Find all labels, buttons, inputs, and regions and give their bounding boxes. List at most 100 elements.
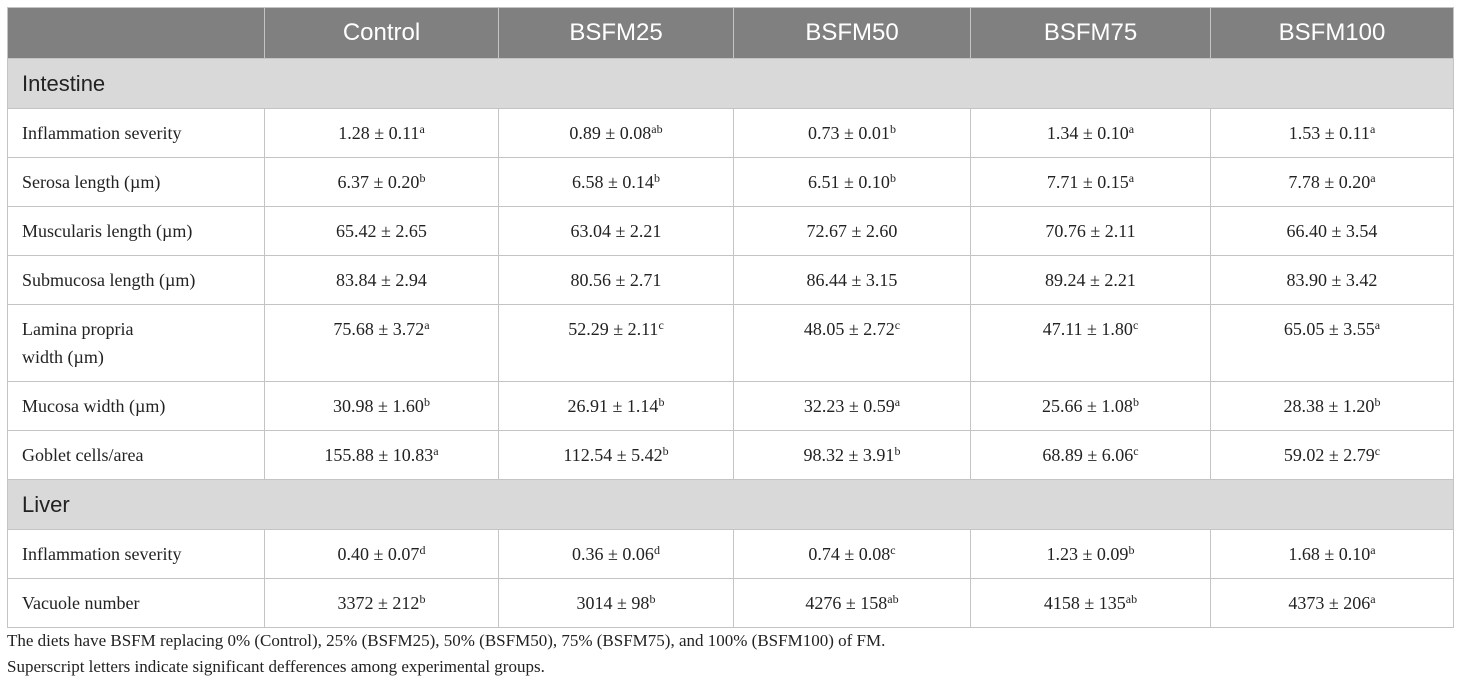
value-text: 63.04 ± 2.21 [570, 221, 662, 241]
value-text: 47.11 ± 1.80 [1042, 319, 1133, 339]
significance-letter: a [419, 122, 425, 136]
significance-letter: d [653, 543, 660, 557]
value-cell: 83.90 ± 3.42 [1210, 255, 1454, 305]
column-header: BSFM25 [498, 7, 734, 59]
value-text: 3014 ± 98 [576, 593, 650, 613]
row-label: Inflammation severity [7, 529, 265, 579]
significance-letter: a [424, 318, 430, 332]
significance-letter: b [894, 444, 901, 458]
data-row: Vacuole number 3372 ± 212b 3014 ± 98 b 4276 … [7, 578, 1454, 628]
value-cell: 1.53 ± 0.11a [1210, 108, 1454, 158]
row-label-line: Muscularis length (µm) [22, 221, 193, 241]
value-cell: 83.84 ± 2.94 [264, 255, 499, 305]
value-cell: 1.34 ± 0.10a [970, 108, 1211, 158]
value-text: 4373 ± 206 [1288, 593, 1371, 613]
value-text: 30.98 ± 1.60 [333, 396, 424, 416]
value-cell: 0.74 ± 0.08c [733, 529, 971, 579]
value-cell: 63.04 ± 2.21 [498, 206, 734, 256]
value-cell: 47.11 ± 1.80c [970, 304, 1211, 382]
row-label: Goblet cells/area [7, 430, 265, 480]
row-label-line: Vacuole number [22, 593, 140, 613]
value-text: 4158 ± 135 [1043, 593, 1126, 613]
section-row: Liver [7, 479, 1454, 530]
significance-letter: b [419, 592, 426, 606]
value-text: 26.91 ± 1.14 [567, 396, 659, 416]
corner-cell [7, 7, 265, 59]
value-cell: 32.23 ± 0.59a [733, 381, 971, 431]
value-text: 1.68 ± 0.10 [1288, 544, 1371, 564]
significance-letter: c [1374, 444, 1381, 458]
row-label: Mucosa width (µm) [7, 381, 265, 431]
table: Control BSFM25 BSFM50 BSFM75 BSFM100 Intesti… [7, 7, 1454, 628]
significance-letter: b [1132, 395, 1139, 409]
row-label-line: Goblet cells/area [22, 445, 144, 465]
value-text: 1.34 ± 0.10 [1046, 123, 1129, 143]
value-text: 155.88 ± 10.83 [324, 445, 434, 465]
value-text: 68.89 ± 6.06 [1042, 445, 1134, 465]
value-text: 48.05 ± 2.72 [803, 319, 895, 339]
value-text: 7.78 ± 0.20 [1288, 172, 1371, 192]
value-text: 6.58 ± 0.14 [572, 172, 654, 192]
value-text: 0.36 ± 0.06 [572, 544, 654, 564]
value-text: 89.24 ± 2.21 [1045, 270, 1136, 290]
value-cell: 0.89 ± 0.08ab [498, 108, 734, 158]
value-cell: 0.36 ± 0.06d [498, 529, 734, 579]
significance-letter: b [419, 171, 426, 185]
significance-letter: a [1128, 171, 1135, 185]
value-text: 32.23 ± 0.59 [803, 396, 895, 416]
significance-letter: b [653, 171, 660, 185]
value-text: 4276 ± 158 [805, 593, 888, 613]
footnote: The diets have BSFM replacing 0% (Contro… [7, 631, 886, 650]
value-text: 0.73 ± 0.01 [808, 123, 890, 143]
value-text: 65.42 ± 2.65 [336, 221, 427, 241]
section-row: Intestine [7, 58, 1454, 109]
row-label: Inflammation severity [7, 108, 265, 158]
value-cell: 4276 ± 158ab [733, 578, 971, 628]
value-text: 0.74 ± 0.08 [808, 544, 891, 564]
data-row: Serosa length (µm) 6.37 ± 0.20b 6.58 ± 0.1… [7, 157, 1454, 207]
row-label: Muscularis length (µm) [7, 206, 265, 256]
value-text: 1.28 ± 0.11 [338, 123, 420, 143]
value-cell: 68.89 ± 6.06c [970, 430, 1211, 480]
significance-letter: a [1369, 122, 1376, 136]
significance-letter: ab [651, 122, 663, 136]
column-header: BSFM75 [970, 7, 1211, 59]
value-text: 52.29 ± 2.11 [568, 319, 659, 339]
significance-letter: c [1133, 444, 1139, 458]
value-text: 7.71 ± 0.15 [1046, 172, 1129, 192]
value-cell: 26.91 ± 1.14b [498, 381, 734, 431]
significance-letter: b [889, 171, 896, 185]
value-cell: 1.28 ± 0.11a [264, 108, 499, 158]
column-header: BSFM100 [1210, 7, 1454, 59]
significance-letter: a [433, 444, 439, 458]
value-cell: 3372 ± 212b [264, 578, 499, 628]
value-text: 0.40 ± 0.07 [337, 544, 420, 564]
value-text: 80.56 ± 2.71 [570, 270, 662, 290]
significance-letter: c [890, 543, 896, 557]
value-cell: 4158 ± 135ab [970, 578, 1211, 628]
value-cell: 6.58 ± 0.14b [498, 157, 734, 207]
value-cell: 0.40 ± 0.07d [264, 529, 499, 579]
data-row: Goblet cells/area 155.88 ± 10.83a 112.54 ±… [7, 430, 1454, 480]
value-cell: 1.23 ± 0.09b [970, 529, 1211, 579]
value-cell: 86.44 ± 3.15 [733, 255, 971, 305]
value-cell: 7.71 ± 0.15a [970, 157, 1211, 207]
significance-letter: a [1370, 592, 1376, 606]
row-label-line: Lamina propria [22, 319, 134, 339]
footnote: Superscript letters indicate significant… [7, 657, 545, 676]
table-body: Intestine Inflammation severity 1.28 ± 0.1… [7, 58, 1454, 628]
value-text: 59.02 ± 2.79 [1283, 445, 1375, 465]
value-cell: 59.02 ± 2.79c [1210, 430, 1454, 480]
significance-letter: b [1128, 543, 1135, 557]
data-row: Inflammation severity 0.40 ± 0.07d 0.36 ± … [7, 529, 1454, 579]
significance-letter: ab [887, 592, 899, 606]
significance-letter: a [1128, 122, 1135, 136]
significance-letter: b [662, 444, 669, 458]
value-cell: 0.73 ± 0.01b [733, 108, 971, 158]
value-text: 25.66 ± 1.08 [1042, 396, 1133, 416]
row-label-line: width (µm) [22, 347, 104, 367]
significance-letter: a [1374, 318, 1381, 332]
table-wrap: Control BSFM25 BSFM50 BSFM75 BSFM100 Intesti… [7, 7, 1454, 628]
value-cell: 70.76 ± 2.11 [970, 206, 1211, 256]
value-cell: 65.05 ± 3.55a [1210, 304, 1454, 382]
